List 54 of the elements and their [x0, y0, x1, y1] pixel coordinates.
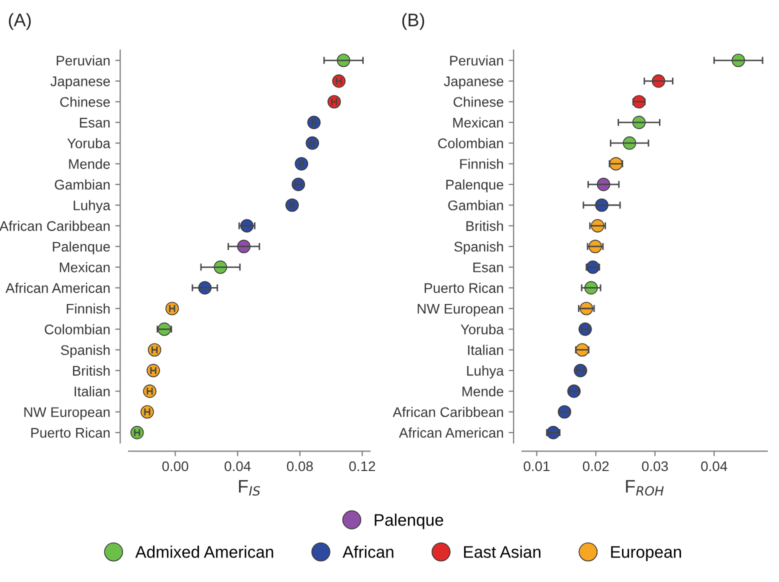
y-tick-label: Chinese — [454, 96, 504, 107]
x-tick-label: 0.04 — [701, 461, 728, 472]
legend-label: Admixed American — [135, 546, 274, 558]
x-axis-title: F$_{ROH}$ — [626, 480, 664, 496]
y-tick-label: Italian — [74, 386, 110, 396]
y-tick-label: Colombian — [438, 138, 503, 148]
y-tick-label: Mende — [462, 386, 504, 396]
y-tick-label: Colombian — [44, 324, 110, 334]
x-tick-label: 0.04 — [224, 461, 251, 472]
legend-label: Palenque — [374, 514, 444, 530]
y-tick-label: Spanish — [60, 344, 110, 358]
x-tick-label: 0.03 — [642, 461, 668, 472]
y-tick-label: NW European — [418, 304, 503, 316]
x-tick-label: 0.01 — [524, 461, 550, 472]
y-tick-label: Gambian — [448, 200, 503, 210]
y-tick-label: British — [466, 220, 503, 231]
chart-title: (B) — [402, 13, 424, 30]
y-tick-label: Finnish — [66, 303, 110, 314]
y-tick-label: Puerto Rican — [424, 282, 503, 293]
y-tick-label: Yoruba — [67, 138, 110, 148]
y-tick-label: British — [73, 366, 110, 376]
y-tick-label: Peruvian — [450, 55, 503, 66]
y-tick-label: Luhya — [467, 366, 504, 378]
x-tick-label: 0.00 — [162, 461, 188, 472]
y-tick-label: Peruvian — [56, 55, 110, 66]
legend-label: East Asian — [464, 546, 540, 558]
y-tick-label: African Caribbean — [392, 406, 503, 418]
y-tick-label: Japanese — [444, 76, 504, 89]
y-tick-label: Italian — [468, 344, 503, 356]
y-tick-label: Japanese — [50, 76, 110, 89]
y-tick-label: Gambian — [54, 179, 110, 190]
chart-title: (A) — [8, 13, 31, 30]
y-tick-label: Palenque — [446, 179, 504, 192]
y-tick-label: Spanish — [454, 241, 503, 254]
x-tick-label: 0.02 — [582, 461, 609, 472]
y-tick-label: Puerto Rican — [31, 428, 110, 438]
y-tick-label: Yoruba — [460, 324, 504, 334]
legend-label: European — [611, 546, 682, 562]
y-tick-label: African American — [398, 428, 503, 438]
y-tick-label: African American — [6, 282, 110, 293]
y-tick-label: Mende — [69, 158, 110, 169]
y-tick-label: NW European — [24, 407, 110, 420]
legend-label: African — [342, 546, 394, 558]
y-tick-label: Esan — [473, 262, 503, 272]
y-tick-label: Palenque — [52, 241, 110, 254]
y-tick-label: Finnish — [460, 158, 503, 169]
x-tick-label: 0.12 — [349, 461, 376, 472]
y-tick-label: Mexican — [60, 262, 110, 272]
x-tick-label: 0.08 — [286, 461, 313, 472]
x-axis-title: F$_{IS}$ — [239, 480, 260, 496]
y-tick-label: Mexican — [453, 117, 503, 128]
y-tick-label: Esan — [80, 118, 110, 128]
y-tick-label: Chinese — [60, 96, 110, 107]
y-tick-label: Luhya — [74, 200, 110, 214]
